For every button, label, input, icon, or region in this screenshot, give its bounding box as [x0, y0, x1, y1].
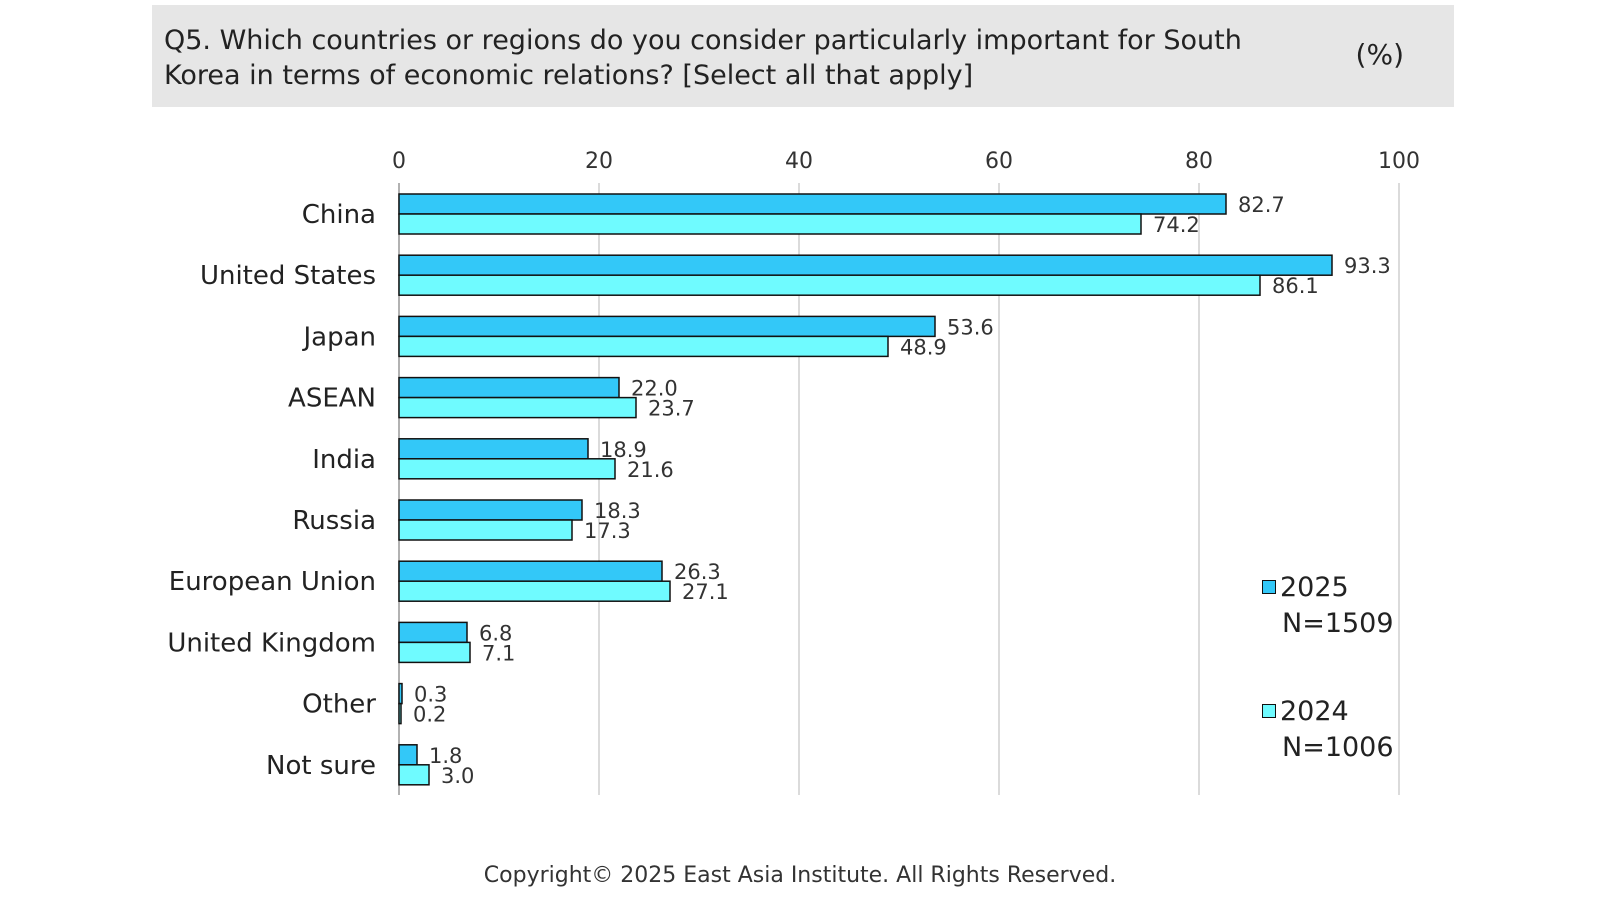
legend-item-2024: 2024 N=1006: [1262, 694, 1394, 766]
category-label: United States: [200, 261, 376, 291]
bar-2024: [398, 764, 430, 786]
category-label: Russia: [292, 506, 376, 536]
legend-label-2024: 2024: [1280, 696, 1349, 727]
category-label: India: [312, 445, 376, 475]
category-label: Not sure: [266, 751, 376, 781]
copyright-footer: Copyright© 2025 East Asia Institute. All…: [483, 863, 1117, 888]
category-label: Other: [302, 690, 376, 720]
bar-2025: [398, 315, 936, 338]
bar-2025: [398, 744, 418, 766]
bar-2024: [398, 335, 889, 358]
bar-2025: [398, 560, 663, 582]
x-tick-label: 80: [1185, 149, 1213, 174]
bar-2024: [398, 213, 1142, 235]
legend-n-2025: N=1509: [1282, 608, 1394, 639]
data-label-2025: 0.3: [414, 683, 447, 707]
bar-2024: [398, 396, 637, 419]
bar-2024: [398, 702, 402, 725]
data-label-2025: 18.3: [594, 499, 641, 523]
data-label-2025: 93.3: [1344, 254, 1391, 278]
data-label-2024: 0.2: [413, 703, 446, 727]
bar-2024: [398, 274, 1261, 296]
category-label: United Kingdom: [167, 628, 376, 658]
data-label-2024: 21.6: [627, 458, 674, 482]
bar-2024: [398, 580, 671, 602]
bar-2024: [398, 519, 573, 541]
data-label-2024: 48.9: [900, 335, 947, 359]
legend-swatch-2024: [1262, 703, 1276, 718]
x-tick-label: 0: [392, 149, 406, 174]
data-label-2024: 7.1: [482, 641, 515, 665]
chart-title: Q5. Which countries or regions do you co…: [164, 25, 1242, 91]
data-label-2025: 22.0: [631, 377, 678, 401]
bar-2025: [398, 499, 583, 521]
unit-label: (%): [1355, 38, 1404, 71]
category-label: ASEAN: [288, 384, 376, 414]
x-tick-label: 60: [985, 149, 1013, 174]
data-label-2025: 82.7: [1238, 193, 1285, 217]
data-label-2024: 17.3: [584, 519, 631, 543]
data-label-2024: 74.2: [1153, 213, 1200, 237]
x-tick-label: 40: [785, 149, 813, 174]
data-label-2025: 26.3: [674, 560, 721, 584]
data-label-2025: 18.9: [600, 438, 647, 462]
category-label: Japan: [301, 322, 376, 352]
category-label: China: [302, 200, 376, 230]
bar-2025: [398, 254, 1333, 276]
bar-2025: [398, 621, 468, 644]
legend-label-2025: 2025: [1280, 572, 1349, 603]
data-label-2024: 86.1: [1272, 274, 1319, 298]
bar-2024: [398, 458, 616, 480]
x-tick-label: 20: [585, 149, 613, 174]
bar-2025: [398, 438, 589, 460]
data-label-2024: 27.1: [682, 580, 729, 604]
data-label-2024: 23.7: [648, 397, 695, 421]
bar-2024: [398, 641, 471, 664]
data-label-2025: 6.8: [479, 621, 512, 645]
x-tick-label: 100: [1378, 149, 1420, 174]
question-header: Q5. Which countries or regions do you co…: [152, 5, 1454, 107]
legend-item-2025: 2025 N=1509: [1262, 570, 1394, 642]
bar-2025: [398, 376, 620, 399]
legend-swatch-2025: [1262, 579, 1276, 594]
data-label-2025: 1.8: [429, 744, 462, 768]
data-label-2025: 53.6: [947, 315, 994, 339]
data-label-2024: 3.0: [441, 764, 474, 788]
legend-n-2024: N=1006: [1282, 732, 1394, 763]
bar-2025: [398, 193, 1227, 215]
category-label: European Union: [169, 567, 376, 597]
bar-2025: [398, 682, 403, 705]
